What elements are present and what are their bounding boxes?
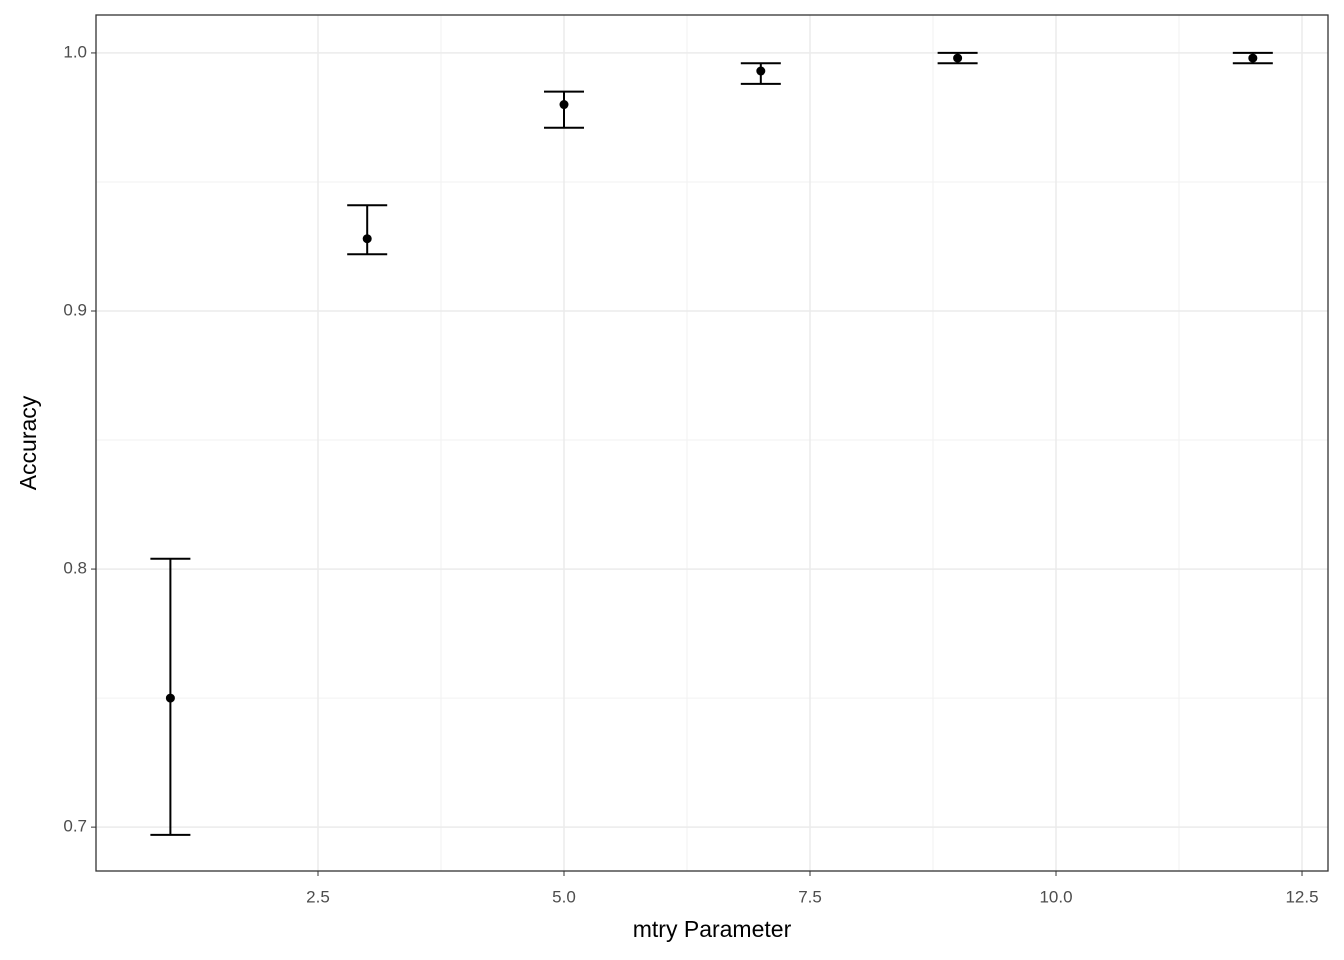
x-tick-label: 10.0 (1039, 887, 1072, 906)
y-tick-label: 0.7 (63, 817, 87, 836)
x-tick-label: 7.5 (798, 887, 822, 906)
y-tick-label: 0.8 (63, 559, 87, 578)
y-tick-label: 1.0 (63, 42, 87, 61)
point (1248, 53, 1258, 63)
point (362, 234, 372, 244)
x-tick-label: 5.0 (552, 887, 576, 906)
x-tick-label: 2.5 (306, 887, 330, 906)
y-axis-title: Accuracy (15, 395, 41, 490)
error-bar (347, 204, 388, 256)
point (165, 693, 175, 703)
x-axis-title: mtry Parameter (633, 916, 792, 942)
point (559, 100, 569, 110)
error-bar (544, 90, 585, 129)
y-tick-label: 0.9 (63, 300, 87, 319)
panel-border (95, 14, 1329, 872)
point (953, 53, 963, 63)
x-tick-label: 12.5 (1285, 887, 1318, 906)
point (756, 66, 766, 76)
